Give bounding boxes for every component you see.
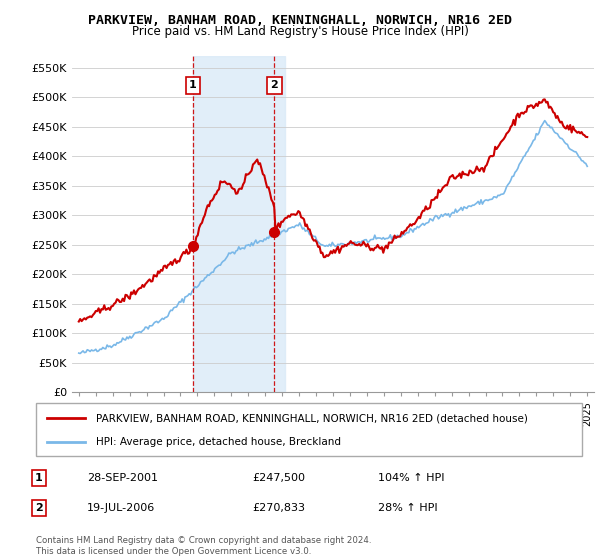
Text: 2: 2 [271,81,278,91]
Text: £247,500: £247,500 [252,473,305,483]
Text: 104% ↑ HPI: 104% ↑ HPI [378,473,445,483]
Text: Contains HM Land Registry data © Crown copyright and database right 2024.
This d: Contains HM Land Registry data © Crown c… [36,536,371,556]
Bar [193,56,284,392]
Text: 1: 1 [35,473,43,483]
Text: PARKVIEW, BANHAM ROAD, KENNINGHALL, NORWICH, NR16 2ED (detached house): PARKVIEW, BANHAM ROAD, KENNINGHALL, NORW… [96,413,528,423]
Text: 19-JUL-2006: 19-JUL-2006 [87,503,155,513]
Text: PARKVIEW, BANHAM ROAD, KENNINGHALL, NORWICH, NR16 2ED: PARKVIEW, BANHAM ROAD, KENNINGHALL, NORW… [88,14,512,27]
FancyBboxPatch shape [36,403,582,456]
Text: 28-SEP-2001: 28-SEP-2001 [87,473,158,483]
Text: Price paid vs. HM Land Registry's House Price Index (HPI): Price paid vs. HM Land Registry's House … [131,25,469,38]
Text: 1: 1 [189,81,197,91]
Text: £270,833: £270,833 [252,503,305,513]
Text: HPI: Average price, detached house, Breckland: HPI: Average price, detached house, Brec… [96,436,341,446]
Text: 28% ↑ HPI: 28% ↑ HPI [378,503,437,513]
Text: 2: 2 [35,503,43,513]
